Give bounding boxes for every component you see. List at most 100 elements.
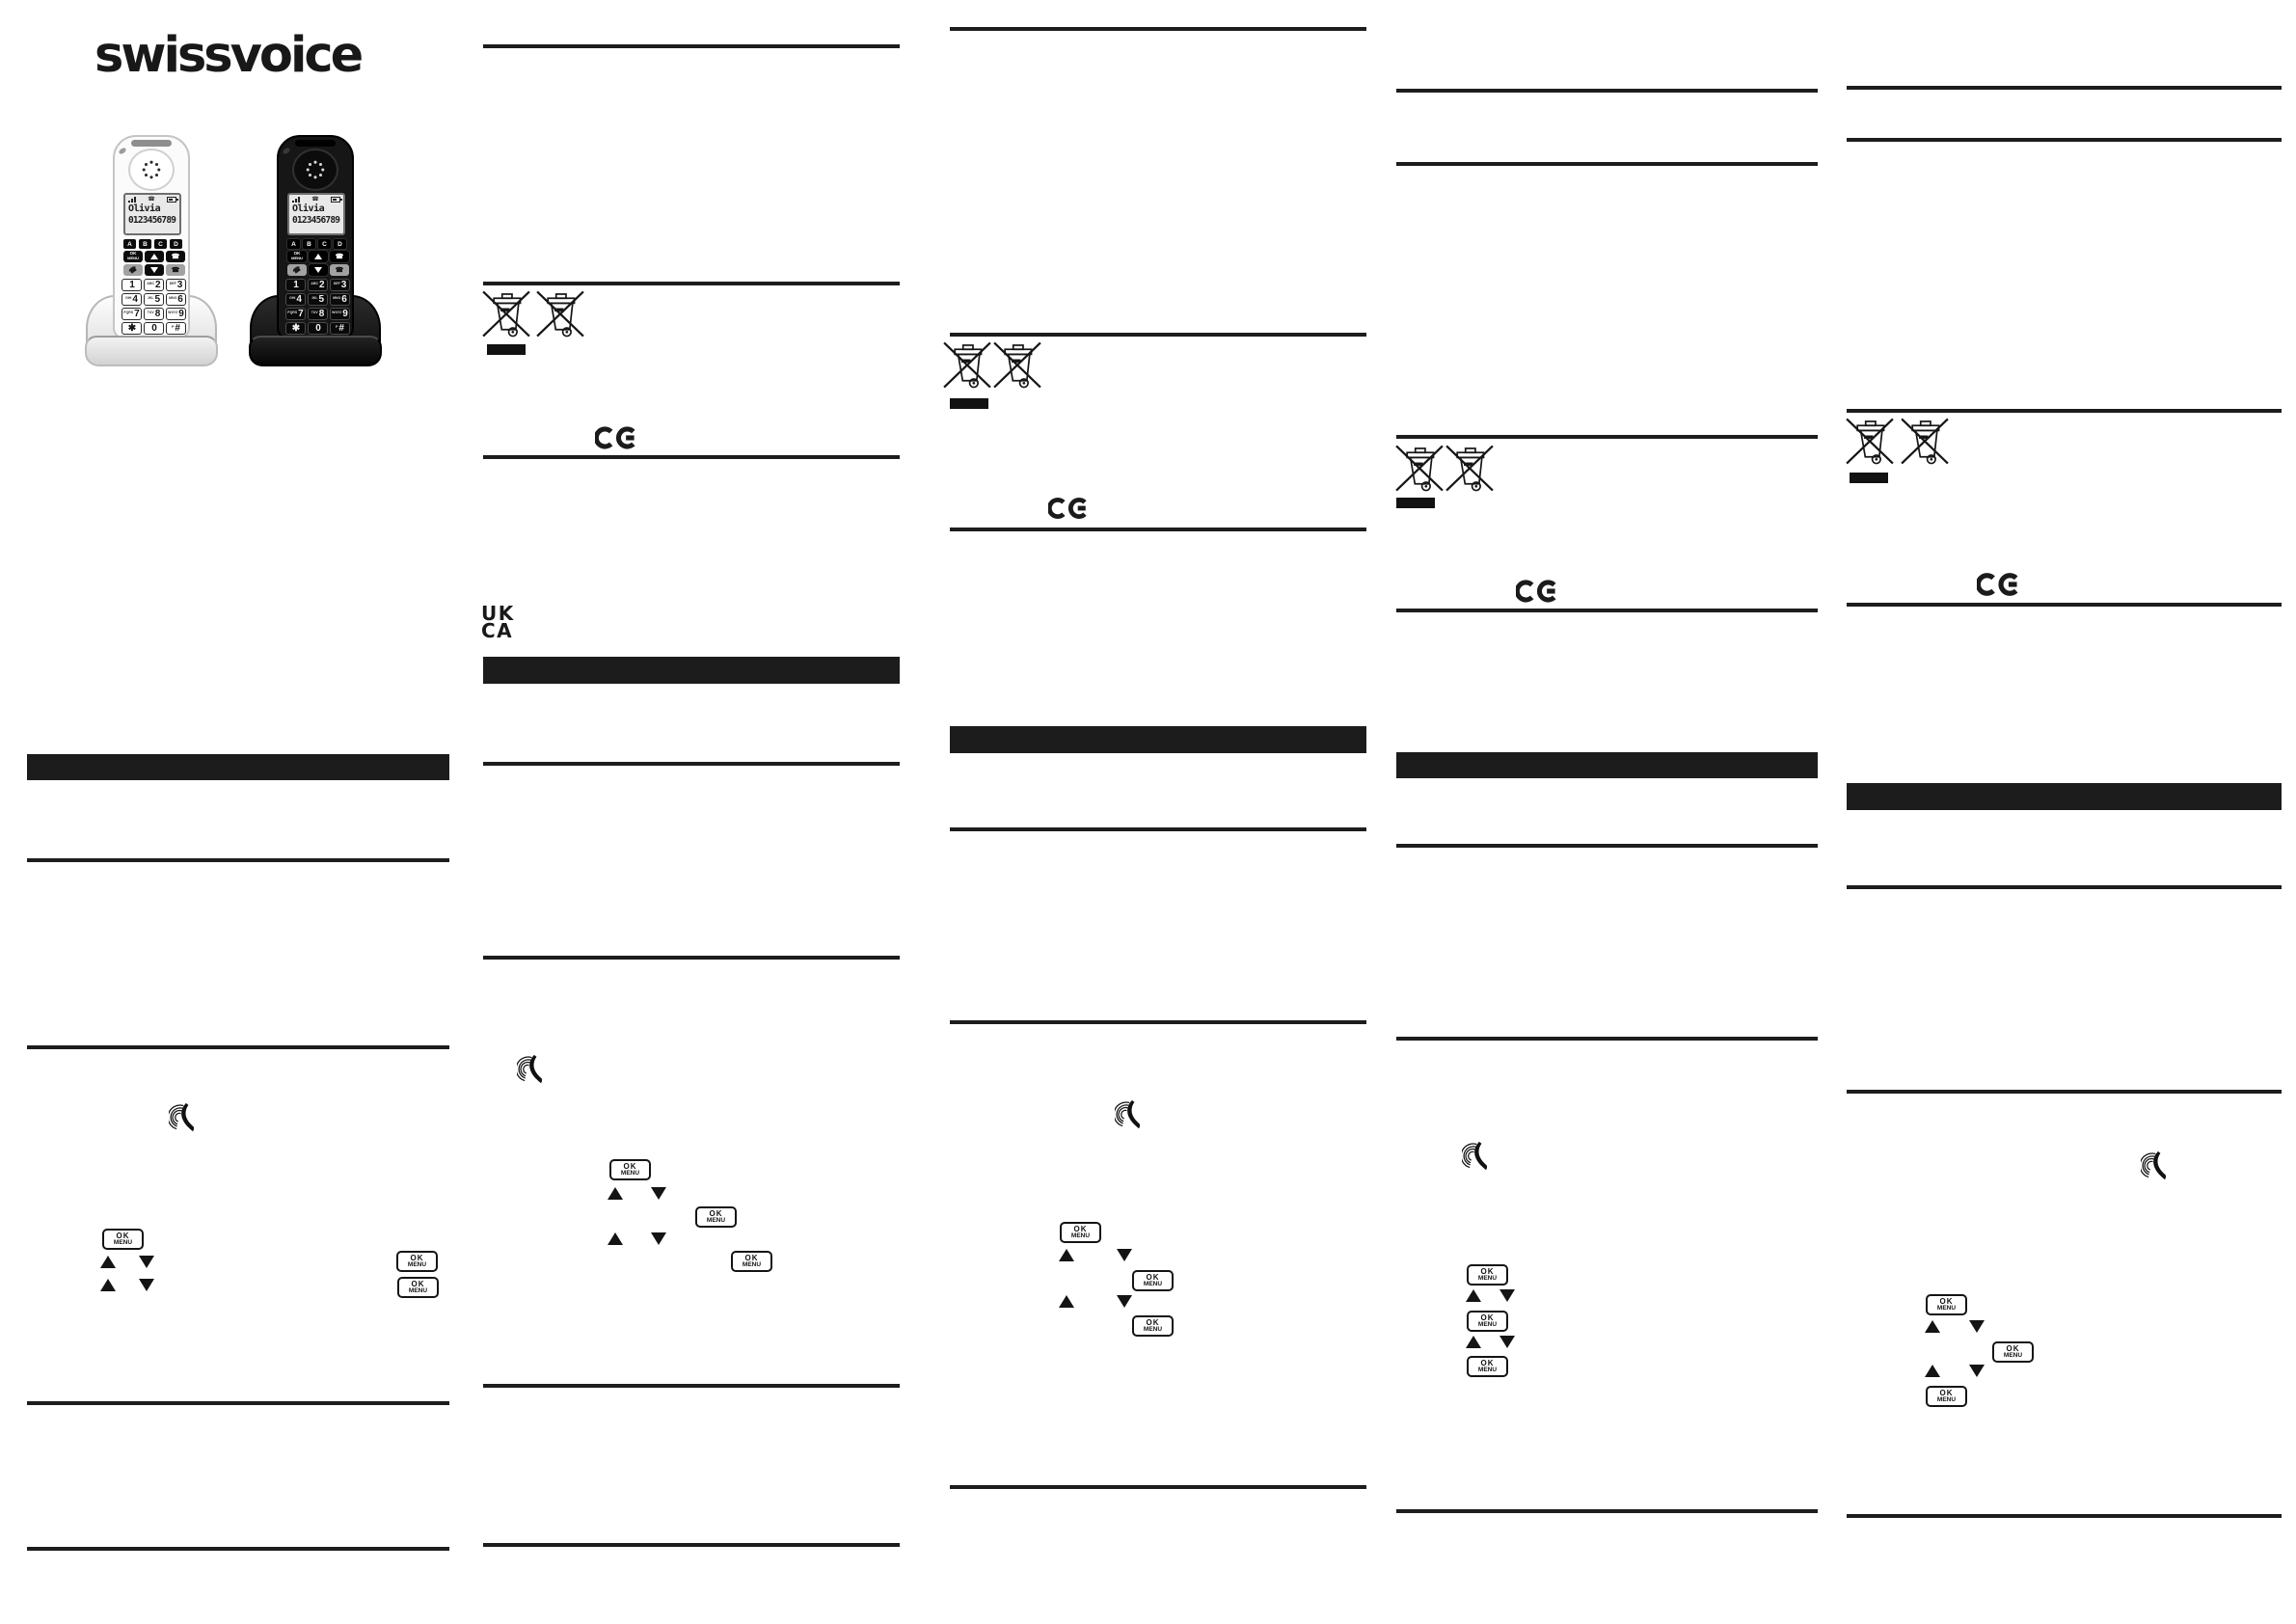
digit-key: 0: [144, 322, 164, 335]
status-led: [282, 147, 291, 155]
divider-rule: [483, 282, 900, 285]
call-status-icon: ☎: [311, 197, 319, 203]
digit-key: MNO 6: [330, 293, 350, 306]
contact-name: Olivia: [128, 203, 161, 214]
weee-bin-icon: [942, 339, 992, 391]
battery-icon: [166, 197, 178, 203]
digit-key-grid: 1 ABC 2 DEF 3 GHI 4 JKL 5 MNO 6 PQRS 7 TUV 8 WX…: [122, 279, 186, 335]
letter-key: A: [123, 239, 136, 249]
divider-rule: [950, 827, 1366, 831]
ok-menu-key: OK MENU: [123, 251, 143, 262]
down-arrow-key-icon: [1499, 1289, 1515, 1302]
digit-key: ABC 2: [144, 279, 164, 291]
digit-key: PQRS 7: [122, 308, 142, 320]
divider-rule: [1847, 1090, 2282, 1094]
weee-black-bar: [487, 344, 526, 355]
divider-rule: [1396, 162, 1818, 166]
divider-rule: [1847, 138, 2282, 142]
up-arrow-key-icon: [608, 1187, 623, 1200]
column3-section-header-bar: [950, 726, 1366, 753]
ringing-phone-icon: [169, 1102, 195, 1133]
weee-black-bar: [1850, 473, 1888, 483]
digit-key: P #: [166, 322, 186, 335]
weee-bin-icon: [481, 288, 531, 339]
digit-key: ✱: [122, 322, 142, 335]
status-led: [118, 147, 127, 155]
phone-number: 0123456789: [292, 214, 340, 226]
divider-rule: [950, 27, 1366, 31]
divider-rule: [1396, 1037, 1818, 1041]
divider-rule: [483, 1384, 900, 1388]
weee-bin-icon: [1845, 416, 1895, 467]
down-arrow-key-icon: [1969, 1365, 1985, 1377]
down-arrow-key-icon: [1969, 1320, 1985, 1333]
letter-key: C: [317, 238, 332, 250]
ringing-phone-icon: [1462, 1141, 1488, 1172]
column2-section-header-bar: [483, 657, 900, 684]
ukca-mark: UK CA: [481, 602, 515, 643]
up-arrow-key-icon: [1925, 1365, 1940, 1377]
answer-key: ☎: [123, 264, 143, 276]
digit-key: TUV 8: [308, 308, 328, 320]
divider-rule: [1396, 844, 1818, 848]
earpiece-dots-icon: [141, 159, 162, 180]
digit-key: ✱: [285, 322, 306, 335]
divider-rule: [950, 1485, 1366, 1489]
down-arrow-key-icon: [139, 1256, 154, 1268]
down-arrow-key-icon: [651, 1232, 666, 1245]
weee-bin-icon: [1394, 443, 1445, 494]
nav-key-grid: OK MENU ☎ ☎ ☎: [286, 250, 350, 277]
letter-key: C: [154, 239, 167, 249]
digit-key-grid: 1 ABC 2 DEF 3 GHI 4 JKL 5 MNO 6 PQRS 7 TUV 8 WX…: [285, 279, 350, 335]
down-key: [308, 263, 329, 277]
hangup-key: ☎: [166, 264, 185, 276]
divider-rule: [1396, 89, 1818, 93]
ok-menu-key-icon: OK MENU: [396, 1251, 438, 1272]
ce-mark-icon: [1048, 490, 1089, 527]
divider-rule: [950, 528, 1366, 531]
ok-menu-key-icon: OK MENU: [1132, 1315, 1174, 1337]
up-key: [145, 251, 164, 262]
phone-number: 0123456789: [128, 214, 176, 226]
letter-key: B: [302, 238, 316, 250]
down-arrow-key-icon: [139, 1279, 154, 1291]
weee-bin-icon: [535, 288, 585, 339]
digit-key: P #: [330, 322, 350, 335]
divider-rule: [1847, 603, 2282, 607]
up-arrow-key-icon: [1059, 1295, 1074, 1308]
letter-key: D: [333, 238, 347, 250]
phone-icon: ☎: [171, 253, 180, 260]
digit-key: JKL 5: [144, 293, 164, 306]
digit-key: JKL 5: [308, 293, 328, 306]
ringing-phone-icon: [517, 1054, 543, 1085]
weee-bin-icon: [1900, 416, 1950, 467]
earpiece-speaker: [128, 149, 175, 191]
cradle-front-lip: [249, 336, 382, 366]
letter-key: B: [139, 239, 151, 249]
phone-icon: ☎: [335, 253, 344, 260]
weee-bin-icon: [992, 339, 1042, 391]
digit-key: DEF 3: [166, 279, 186, 291]
up-arrow-icon: [314, 254, 322, 259]
digit-key: ABC 2: [308, 279, 328, 291]
phonebook-key: ☎: [329, 250, 350, 263]
down-arrow-key-icon: [1499, 1336, 1515, 1348]
down-arrow-key-icon: [1117, 1295, 1132, 1308]
up-arrow-key-icon: [100, 1256, 116, 1268]
earpiece-dots-icon: [305, 159, 326, 180]
swissvoice-logo: swissvoice: [95, 27, 364, 84]
divider-rule: [1847, 1514, 2282, 1518]
phonebook-key: ☎: [166, 251, 185, 262]
divider-rule: [950, 1020, 1366, 1024]
digit-key: 1: [122, 279, 142, 291]
nav-key-grid: OK MENU ☎ ☎ ☎: [123, 251, 185, 276]
ok-menu-key-icon: OK MENU: [1926, 1386, 1967, 1407]
signal-icon: [128, 197, 136, 203]
speaker-grill: [295, 140, 336, 147]
